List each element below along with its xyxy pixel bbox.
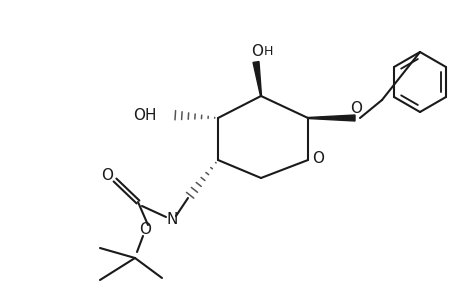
Text: N: N: [166, 212, 177, 227]
Polygon shape: [308, 115, 354, 121]
Text: O: O: [139, 223, 151, 238]
Text: O: O: [311, 151, 323, 166]
Text: OH: OH: [133, 107, 157, 122]
Polygon shape: [252, 61, 261, 96]
Text: O: O: [101, 167, 113, 182]
Text: O: O: [251, 44, 263, 59]
Text: O: O: [349, 100, 361, 116]
Text: H: H: [263, 44, 273, 58]
